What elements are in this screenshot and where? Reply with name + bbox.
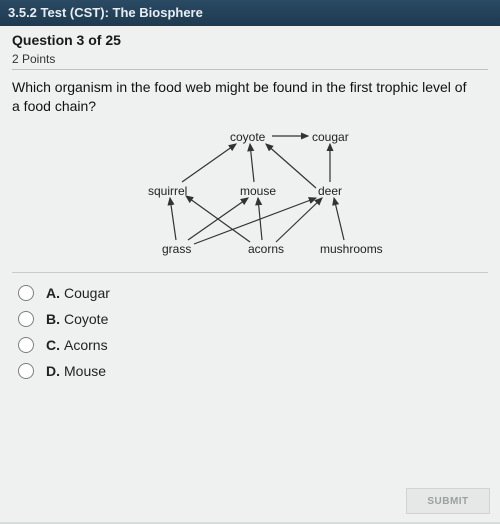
answer-label: A.Cougar <box>46 285 110 301</box>
answer-text: Mouse <box>64 363 106 379</box>
answer-option-d[interactable]: D.Mouse <box>18 363 488 379</box>
top-bar: 3.5.2 Test (CST): The Biosphere <box>0 0 500 26</box>
answer-letter: B. <box>46 311 60 327</box>
edge-grass-to-squirrel <box>170 198 176 240</box>
section-number: 3.5.2 <box>8 5 37 20</box>
diagram-wrap: coyotecougarsquirrelmousedeergrassacorns… <box>12 124 488 264</box>
answer-option-a[interactable]: A.Cougar <box>18 285 488 301</box>
edge-deer-to-coyote <box>266 144 316 188</box>
question-number: Question 3 of 25 <box>12 32 488 48</box>
test-name: The Biosphere <box>113 5 203 20</box>
arrows-layer <box>90 124 410 264</box>
edge-squirrel-to-coyote <box>182 144 236 182</box>
radio-icon[interactable] <box>18 337 34 353</box>
radio-icon[interactable] <box>18 363 34 379</box>
answer-letter: A. <box>46 285 60 301</box>
submit-button[interactable]: SUBMIT <box>406 488 490 514</box>
answer-list: A.CougarB.CoyoteC.AcornsD.Mouse <box>12 285 488 379</box>
answer-label: C.Acorns <box>46 337 108 353</box>
answer-option-c[interactable]: C.Acorns <box>18 337 488 353</box>
answer-text: Acorns <box>64 337 108 353</box>
answer-option-b[interactable]: B.Coyote <box>18 311 488 327</box>
food-web-diagram: coyotecougarsquirrelmousedeergrassacorns… <box>90 124 410 264</box>
answer-label: B.Coyote <box>46 311 108 327</box>
edge-mouse-to-coyote <box>250 144 254 182</box>
answer-letter: C. <box>46 337 60 353</box>
answer-label: D.Mouse <box>46 363 106 379</box>
edge-mushrooms-to-deer <box>334 198 344 240</box>
submit-label: SUBMIT <box>427 496 468 507</box>
answer-letter: D. <box>46 363 60 379</box>
question-header: Question 3 of 25 2 Points <box>12 32 488 70</box>
answer-text: Cougar <box>64 285 110 301</box>
radio-icon[interactable] <box>18 311 34 327</box>
divider <box>12 272 488 273</box>
question-prompt: Which organism in the food web might be … <box>12 78 472 116</box>
radio-icon[interactable] <box>18 285 34 301</box>
content-area: Question 3 of 25 2 Points Which organism… <box>0 26 500 522</box>
points-label: 2 Points <box>12 52 488 66</box>
answer-text: Coyote <box>64 311 108 327</box>
test-label: Test (CST): <box>41 5 109 20</box>
